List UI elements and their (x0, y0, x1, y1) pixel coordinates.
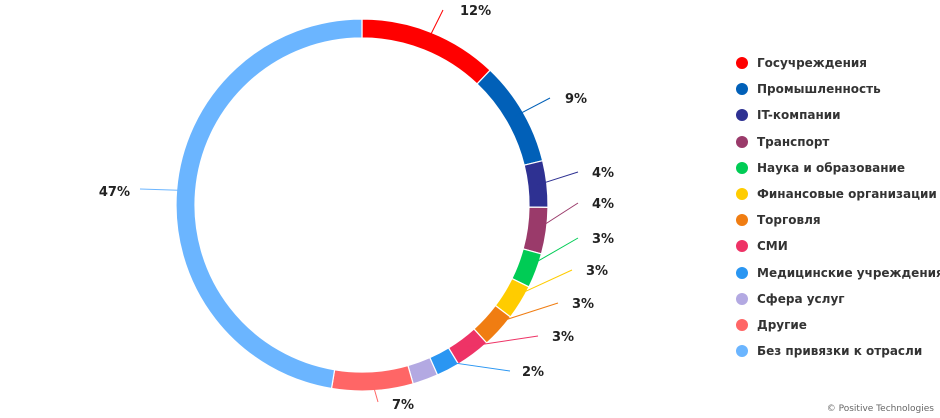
legend-label: Наука и образование (757, 160, 906, 175)
legend-marker (736, 161, 748, 174)
legend-item[interactable]: Госучреждения (736, 50, 940, 76)
leader-line-6 (512, 269, 573, 298)
leader-line-2 (514, 97, 551, 117)
legend-item[interactable]: Транспорт (736, 129, 940, 155)
data-label-5: 3% (592, 232, 614, 247)
data-label-6: 3% (586, 264, 608, 279)
legend-marker (736, 83, 748, 96)
legend: Госучреждения Промышленность IT-компании Тр… (736, 50, 940, 364)
slice-1 (361, 18, 491, 85)
legend-item[interactable]: СМИ (736, 233, 940, 259)
legend-label: Медицинские учреждения (757, 265, 940, 280)
data-label-8: 3% (552, 330, 574, 345)
slices (175, 18, 549, 392)
legend-label: IT-компании (757, 108, 841, 123)
slice-2 (476, 69, 544, 166)
legend-marker (736, 292, 748, 305)
legend-label: Торговля (757, 213, 821, 228)
data-label-9: 2% (522, 365, 544, 380)
legend-item[interactable]: Без привязки к отрасли (736, 338, 940, 364)
legend-label: Госучреждения (757, 56, 867, 71)
legend-item[interactable]: Другие (736, 312, 940, 338)
credit-text: © Positive Technologies (826, 404, 934, 414)
slice-11 (330, 364, 414, 392)
legend-item[interactable]: Сфера услуг (736, 286, 940, 312)
leader-line-7 (492, 302, 559, 325)
data-label-2: 9% (565, 92, 587, 107)
legend-item[interactable]: IT-компании (736, 102, 940, 128)
legend-marker (736, 109, 748, 122)
data-label-1: 12% (460, 4, 491, 19)
legend-marker (736, 214, 748, 227)
data-label-12: 47% (99, 185, 130, 200)
legend-item[interactable]: Торговля (736, 207, 940, 233)
legend-label: Без привязки к отрасли (757, 344, 923, 359)
leader-line-12 (139, 188, 187, 191)
legend-marker (736, 240, 748, 253)
legend-item[interactable]: Медицинские учреждения (736, 260, 940, 286)
legend-label: Промышленность (757, 82, 881, 97)
legend-marker (736, 57, 748, 70)
data-labels: 12% 9% 4% 4% 3% 3% 3% 3% 2% 7% 47% (99, 4, 614, 413)
legend-label: Сфера услуг (757, 291, 845, 306)
legend-item[interactable]: Наука и образование (736, 155, 940, 181)
legend-marker (736, 266, 748, 279)
leader-line-11 (371, 381, 379, 403)
legend-marker (736, 318, 748, 331)
legend-marker (736, 135, 748, 148)
data-label-4: 4% (592, 197, 614, 212)
slice-3 (523, 159, 549, 208)
legend-marker (736, 345, 748, 358)
leader-lines (139, 9, 579, 403)
legend-label: СМИ (757, 239, 788, 254)
leader-line-8 (467, 335, 539, 348)
legend-label: Транспорт (757, 134, 830, 149)
leader-line-5 (526, 237, 579, 268)
slice-12 (175, 18, 363, 390)
legend-marker (736, 188, 748, 201)
leader-line-9 (443, 360, 511, 372)
data-label-3: 4% (592, 166, 614, 181)
data-label-7: 3% (572, 297, 594, 312)
legend-label: Финансовые организации (757, 187, 937, 202)
legend-label: Другие (757, 317, 807, 332)
leader-line-1 (427, 9, 444, 42)
slice-4 (522, 206, 549, 255)
data-label-11: 7% (392, 398, 414, 413)
leader-line-3 (537, 171, 579, 186)
legend-item[interactable]: Финансовые организации (736, 181, 940, 207)
legend-item[interactable]: Промышленность (736, 76, 940, 102)
leader-line-4 (536, 202, 579, 230)
